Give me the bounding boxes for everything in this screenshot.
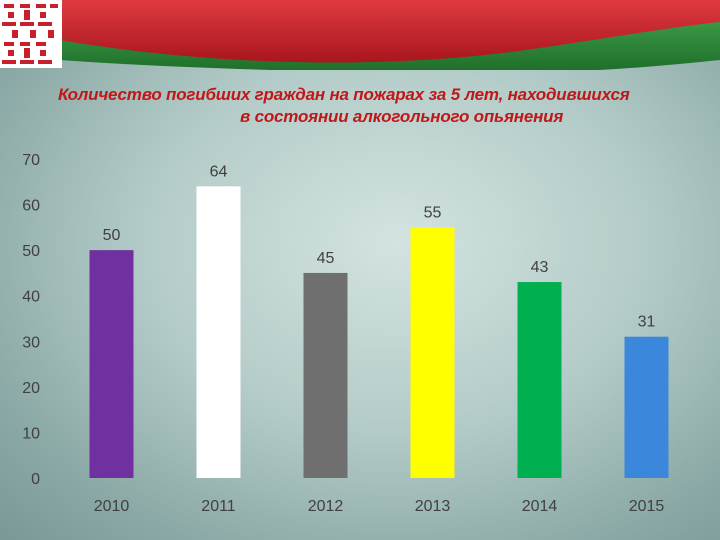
bar bbox=[303, 272, 348, 478]
belarus-flag-banner bbox=[0, 0, 720, 70]
x-category-label: 2013 bbox=[415, 498, 451, 515]
data-label: 55 bbox=[424, 204, 442, 221]
chart-title: Количество погибших граждан на пожарах з… bbox=[40, 84, 680, 128]
data-label: 64 bbox=[210, 163, 228, 180]
x-category-label: 2014 bbox=[522, 498, 558, 515]
data-label: 43 bbox=[531, 259, 549, 276]
bar bbox=[624, 336, 669, 478]
x-category-label: 2011 bbox=[201, 498, 236, 515]
bar bbox=[196, 186, 241, 479]
flag-red-stripe bbox=[60, 0, 720, 63]
chart-title-line-1: Количество погибших граждан на пожарах з… bbox=[58, 85, 630, 104]
y-tick-label: 60 bbox=[22, 198, 40, 215]
y-tick-label: 40 bbox=[22, 289, 40, 306]
y-tick-label: 30 bbox=[22, 334, 40, 351]
y-tick-label: 20 bbox=[22, 380, 40, 397]
data-label: 50 bbox=[103, 227, 121, 244]
x-category-label: 2015 bbox=[629, 498, 665, 515]
x-category-label: 2010 bbox=[94, 498, 130, 515]
flag-green-stripe bbox=[60, 20, 720, 70]
y-tick-label: 70 bbox=[22, 152, 40, 169]
x-category-label: 2012 bbox=[308, 498, 344, 515]
bar bbox=[89, 250, 134, 478]
data-label: 45 bbox=[317, 250, 335, 267]
bar bbox=[410, 227, 455, 478]
y-tick-label: 0 bbox=[31, 471, 40, 488]
y-tick-label: 10 bbox=[22, 425, 40, 442]
bar bbox=[517, 282, 562, 478]
chart-title-line-2: в состоянии алкогольного опьянения bbox=[240, 107, 564, 126]
y-tick-label: 50 bbox=[22, 243, 40, 260]
flag-ornament-pattern bbox=[2, 4, 58, 64]
data-label: 31 bbox=[638, 314, 656, 331]
